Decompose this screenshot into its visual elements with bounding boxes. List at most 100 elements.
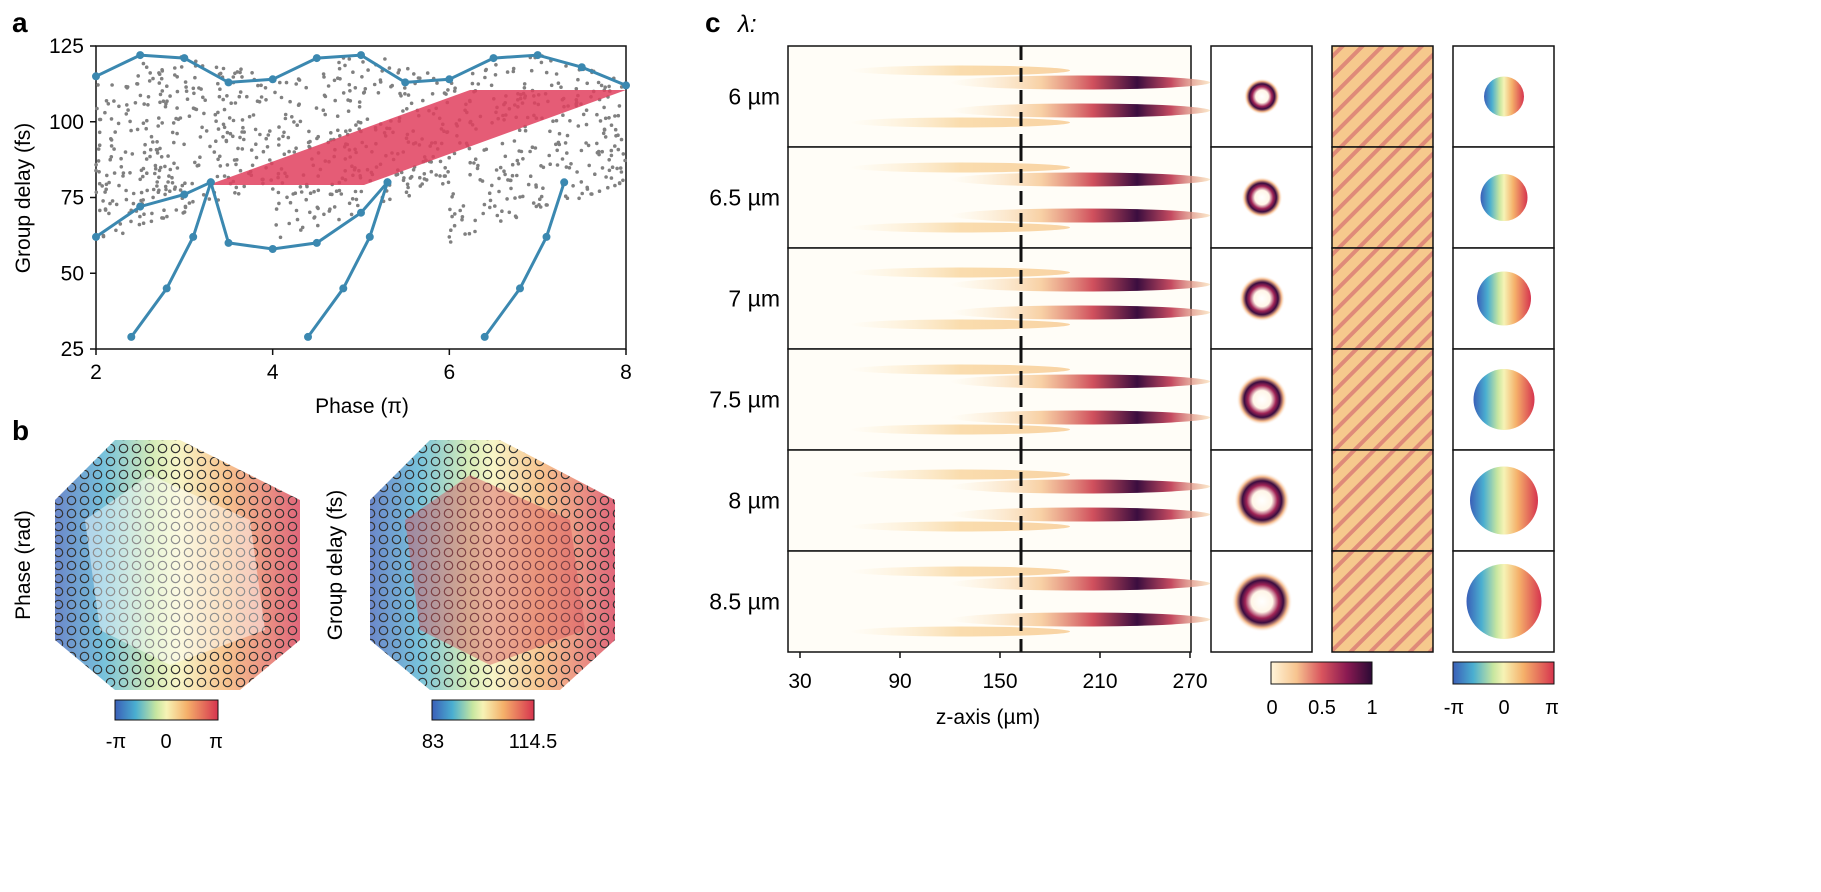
scatter-point [170,130,175,135]
beam-lobe [950,305,1210,320]
scatter-point [155,140,159,144]
scatter-point [231,134,235,139]
beam-lobe [950,75,1210,90]
panel-c-xticks: 30 90 150 210 270 [788,670,1207,693]
scatter-point [231,118,236,123]
scatter-point [538,197,542,201]
scatter-point [314,106,319,110]
scatter-point [238,90,243,94]
scatter-point [389,84,393,89]
scatter-point [216,157,220,162]
focal-intensity-ring [1239,275,1285,322]
scatter-point [316,223,320,228]
beam-lobe [950,612,1210,627]
scatter-point [242,184,246,189]
scatter-point [565,151,569,155]
scatter-point [240,118,245,122]
scatter-point [598,119,603,123]
scatter-point [214,119,218,123]
boundary-point [533,51,542,60]
scatter-point [184,89,189,93]
scatter-point [452,223,457,228]
scatter-point [146,103,150,107]
scatter-point [315,136,319,141]
scatter-point [109,155,114,159]
beam-lobe [950,172,1210,187]
scatter-point [564,165,569,169]
scatter-point [526,182,531,187]
focal-intensity-ring [1244,78,1280,115]
scatter-point [298,119,303,124]
boundary-point [162,284,171,293]
scatter-point [139,190,144,195]
scatter-point [590,192,594,196]
scatter-point [609,153,614,158]
x-tick-label: 6 [443,361,455,384]
scatter-point [141,121,146,125]
scatter-point [308,210,312,215]
scatter-point [250,163,255,168]
scatter-point [468,160,473,165]
scatter-point [190,181,194,186]
scatter-point [515,158,520,163]
scatter-point [347,57,352,61]
scatter-point [103,207,108,211]
boundary-point [445,75,454,84]
boundary-point [383,178,392,187]
scatter-point [539,194,544,199]
boundary-point [489,54,498,63]
scatter-point [500,209,504,213]
scatter-point [448,240,453,244]
scatter-point [362,90,367,94]
scatter-point [567,166,572,170]
scatter-point [193,160,197,165]
scatter-point [141,221,146,225]
svg-text:0: 0 [160,731,171,753]
beam-lobe [950,479,1210,494]
propagation-map [787,247,1192,350]
scatter-point [401,178,406,183]
scatter-point [409,101,414,106]
scatter-point [338,77,342,81]
scatter-point [268,158,272,162]
scatter-point [621,178,625,183]
scatter-point [403,92,407,96]
scatter-point [277,143,281,147]
scatter-point [539,60,544,65]
scatter-point [513,196,517,200]
svg-text:0.5: 0.5 [1308,697,1336,719]
scatter-point [175,89,180,94]
scatter-point [105,173,109,178]
scatter-point [353,189,358,194]
scatter-point [307,129,311,134]
propagation-map [787,348,1192,451]
scatter-point [365,117,370,121]
scatter-point [153,166,158,171]
scatter-point [584,108,589,112]
scatter-point [160,69,165,73]
beam-lobe [950,103,1210,118]
boundary-point [365,232,374,241]
scatter-point [149,219,154,224]
scatter-point [157,188,161,193]
wavelength-label: 8.5 µm [709,589,780,615]
boundary-point [206,178,215,187]
boundary-point [357,51,365,60]
scatter-point [304,197,309,202]
scatter-point [514,215,519,220]
scatter-point [363,87,368,91]
scatter-point [300,225,305,230]
scatter-point [507,210,512,215]
scatter-point [158,92,163,97]
boundary-point [180,54,189,63]
scatter-point [113,130,117,134]
scatter-point [304,85,309,90]
interference-pattern [1331,449,1434,552]
scatter-point [207,197,212,201]
scatter-point [135,82,139,86]
scatter-point [493,204,497,208]
scatter-point [148,71,152,75]
scatter-point [155,148,160,152]
scatter-point [167,174,171,178]
scatter-point [129,219,133,224]
